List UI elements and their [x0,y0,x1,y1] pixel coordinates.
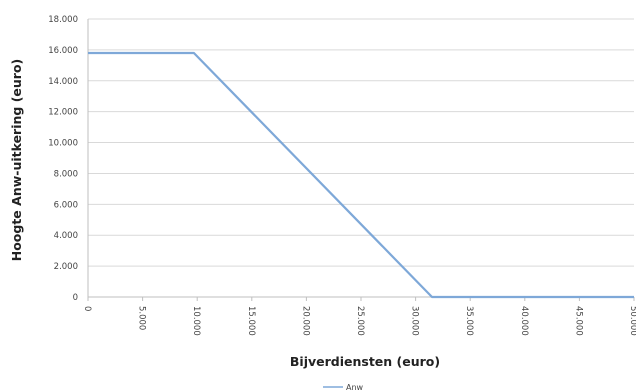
axes [87,19,635,301]
series-line-anw [88,51,634,299]
x-tick-label: 10.000 [191,306,201,336]
x-tick-label: 35.000 [464,306,474,336]
y-tick-label: 10.000 [48,139,78,149]
y-tick-label: 16.000 [48,46,78,56]
x-tick-labels: 0 5.000 10.000 15.000 20.000 25.000 30.000 35.0… [82,306,636,336]
x-tick-label: 30.000 [410,306,420,336]
x-tick-label: 40.000 [519,306,529,336]
x-tick-label: 15.000 [246,306,256,336]
series-layer [88,51,634,299]
y-axis-title: Hoogte Anw-uitkering (euro) [9,59,24,262]
y-tick-label: 0 [73,293,78,303]
y-tick-label: 2.000 [54,262,78,272]
gridlines [88,18,634,267]
y-tick-label: 8.000 [54,169,78,179]
legend: Anw [323,383,364,392]
y-tick-label: 12.000 [48,108,78,118]
y-tick-label: 4.000 [54,231,78,241]
x-tick-label: 5.000 [137,306,147,330]
x-axis-title: Bijverdiensten (euro) [290,354,440,369]
y-tick-label: 6.000 [54,200,78,210]
legend-label-anw: Anw [346,383,364,392]
x-tick-label: 25.000 [355,306,365,336]
y-tick-labels: 0 2.000 4.000 6.000 8.000 10.000 12.000 14.000 1… [48,15,78,303]
x-tick-label: 50.000 [628,306,636,336]
y-tick-label: 18.000 [48,15,78,25]
x-tick-label: 45.000 [573,306,583,336]
x-tick-label: 0 [82,306,92,311]
x-tick-label: 20.000 [300,306,310,336]
y-tick-label: 14.000 [48,77,78,87]
